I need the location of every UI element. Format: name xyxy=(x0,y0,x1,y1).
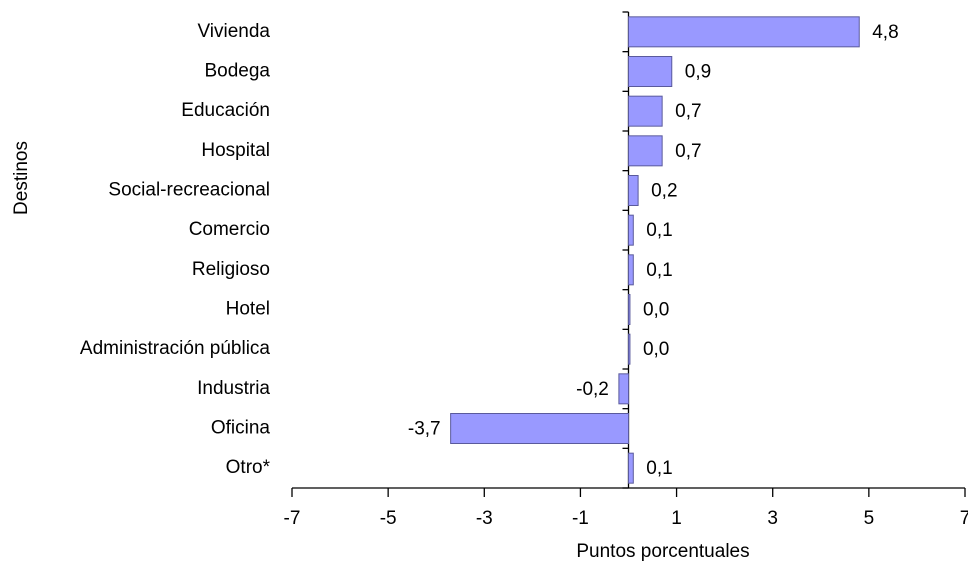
y-tick-label: Administración pública xyxy=(80,338,271,359)
y-tick-label: Religioso xyxy=(192,259,270,280)
y-axis-label: Destinos xyxy=(11,141,32,215)
y-tick-label: Hotel xyxy=(226,299,270,320)
y-tick-label: Bodega xyxy=(204,61,270,82)
x-tick-label: -3 xyxy=(476,508,493,529)
bar xyxy=(628,294,631,325)
value-label: 4,8 xyxy=(872,22,898,43)
x-tick-label: 5 xyxy=(864,508,875,529)
y-tick-label: Industria xyxy=(197,378,270,399)
y-tick-label: Oficina xyxy=(211,418,271,439)
y-tick-label: Educación xyxy=(181,100,270,121)
value-label: 0,1 xyxy=(646,458,672,479)
value-label: 0,1 xyxy=(646,260,672,281)
y-tick-label: Hospital xyxy=(201,140,270,161)
value-label: 0,0 xyxy=(643,300,669,321)
bar xyxy=(618,373,630,405)
bar xyxy=(628,175,639,206)
x-tick-label: -7 xyxy=(284,508,301,529)
x-tick-label: 3 xyxy=(767,508,778,529)
value-label: -3,7 xyxy=(408,419,441,440)
bar xyxy=(628,254,634,286)
bar xyxy=(628,95,663,127)
x-tick-label: 1 xyxy=(671,508,682,529)
value-label: 0,0 xyxy=(643,339,669,360)
bar xyxy=(628,214,634,246)
bar xyxy=(628,16,860,48)
y-tick-label: Comercio xyxy=(189,219,270,240)
x-axis-label: Puntos porcentuales xyxy=(576,541,749,562)
bar xyxy=(628,56,673,87)
value-label: 0,2 xyxy=(651,181,677,202)
x-tick-label: -1 xyxy=(572,508,589,529)
value-label: -0,2 xyxy=(576,379,609,400)
value-label: 0,7 xyxy=(675,101,701,122)
y-tick-label: Otro* xyxy=(226,457,271,478)
bar xyxy=(628,452,634,484)
x-tick-label: 7 xyxy=(960,508,968,529)
value-label: 0,7 xyxy=(675,141,701,162)
x-tick-label: -5 xyxy=(380,508,397,529)
value-label: 0,1 xyxy=(646,220,672,241)
y-tick-label: Vivienda xyxy=(197,21,270,42)
y-tick-label: Social-recreacional xyxy=(108,180,270,201)
bar xyxy=(450,413,629,444)
bar xyxy=(628,135,663,167)
bar xyxy=(628,333,631,365)
value-label: 0,9 xyxy=(685,62,711,83)
